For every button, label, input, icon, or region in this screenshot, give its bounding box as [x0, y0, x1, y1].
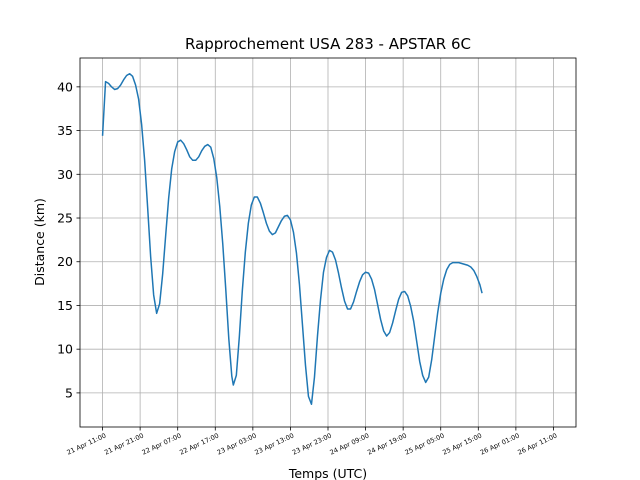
series-line — [101, 72, 483, 406]
grid-layer — [80, 58, 576, 427]
x-axis-label: Temps (UTC) — [288, 466, 367, 480]
y-tick-label: 15 — [57, 298, 73, 313]
y-tick-layer: 5 10 15 20 25 30 35 40 — [57, 79, 80, 400]
y-tick-label: 20 — [57, 254, 73, 269]
y-tick-label: 35 — [57, 123, 73, 138]
y-tick-label: 40 — [57, 79, 73, 94]
y-tick-label: 10 — [57, 342, 73, 357]
y-tick-label: 30 — [57, 167, 73, 182]
plot-frame — [79, 57, 577, 428]
y-tick-label: 25 — [57, 211, 73, 226]
y-axis-label: Distance (km) — [32, 198, 47, 286]
chart-title: Rapprochement USA 283 - APSTAR 6C — [185, 35, 471, 53]
y-tick-label: 5 — [65, 385, 73, 400]
